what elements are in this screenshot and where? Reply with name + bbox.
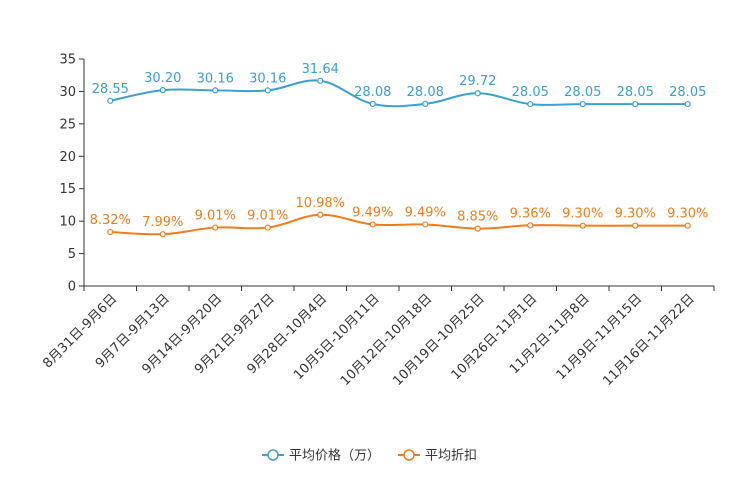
y-tick-label: 30 (59, 85, 76, 100)
data-point (632, 222, 639, 229)
data-label: 9.30% (615, 207, 656, 222)
data-label: 7.99% (142, 215, 183, 230)
data-label: 8.85% (457, 210, 498, 225)
data-label: 30.16 (249, 71, 286, 86)
data-label: 28.55 (92, 82, 129, 97)
legend-item-1: 平均价格（万） (262, 448, 380, 464)
legend-label: 平均价格（万） (289, 448, 380, 464)
data-point (422, 221, 429, 228)
legend-marker (267, 449, 279, 461)
data-point (107, 228, 114, 236)
y-tick-label: 35 (59, 53, 76, 68)
data-label: 9.01% (247, 209, 288, 224)
data-point (212, 224, 219, 231)
data-label: 28.05 (512, 85, 549, 100)
data-label: 30.20 (144, 71, 181, 86)
series-line (110, 79, 688, 108)
data-label: 9.36% (510, 206, 551, 221)
data-point (317, 77, 324, 84)
data-label: 28.05 (564, 85, 601, 100)
data-label: 28.08 (354, 85, 391, 100)
data-label: 8.32% (90, 213, 131, 228)
legend-item-2: 平均折扣 (398, 449, 477, 464)
data-point (422, 100, 429, 107)
data-label: 29.72 (459, 74, 496, 89)
x-tick-label: 10月19日-10月25日 (390, 291, 487, 388)
data-label: 9.30% (667, 207, 708, 222)
data-label: 28.05 (617, 85, 654, 100)
y-tick-label: 25 (59, 117, 76, 132)
data-point (369, 100, 376, 107)
data-label: 28.08 (407, 85, 444, 100)
x-tick-label: 11月16日-11月22日 (600, 291, 697, 388)
y-tick-label: 0 (68, 280, 76, 295)
data-point (107, 97, 114, 104)
data-label: 9.49% (352, 205, 393, 220)
data-point (369, 221, 376, 228)
x-tick-label: 10月12日-10月18日 (338, 291, 435, 388)
series-layer: 28.55 30.20 30.16 30.16 31.64 28.08 28.08 29.72… (90, 62, 708, 238)
data-point (159, 231, 166, 238)
data-label: 28.05 (669, 85, 706, 100)
data-point (264, 224, 271, 231)
data-point (474, 225, 481, 232)
data-point (632, 100, 639, 108)
data-point (579, 222, 586, 229)
legend-marker (403, 449, 415, 461)
data-point (264, 87, 271, 94)
series-line (110, 213, 688, 236)
data-label: 31.64 (302, 62, 339, 77)
series-2: 8.32% 7.99% 9.01% 9.01% 10.98% 9.49% 9.49% 8.85… (90, 196, 708, 238)
series-1: 28.55 30.20 30.16 30.16 31.64 28.08 28.08 29.72… (92, 62, 706, 108)
data-point (474, 90, 481, 97)
data-point (579, 100, 586, 108)
data-point (317, 211, 324, 218)
data-point (527, 100, 534, 108)
legend-label: 平均折扣 (425, 449, 477, 464)
data-label: 9.01% (195, 209, 236, 224)
data-label: 9.49% (405, 205, 446, 220)
y-tick-label: 20 (59, 150, 76, 165)
data-label: 9.30% (562, 207, 603, 222)
y-tick-label: 10 (59, 215, 76, 230)
data-point (212, 87, 219, 94)
legend: 平均价格（万） 平均折扣 (262, 448, 477, 464)
data-point (527, 222, 534, 229)
y-tick-label: 15 (59, 182, 76, 197)
data-label: 10.98% (295, 196, 345, 211)
data-point (159, 87, 166, 94)
data-label: 30.16 (197, 71, 234, 86)
data-point (684, 222, 691, 229)
y-tick-label: 5 (68, 247, 76, 262)
data-point (684, 100, 691, 108)
